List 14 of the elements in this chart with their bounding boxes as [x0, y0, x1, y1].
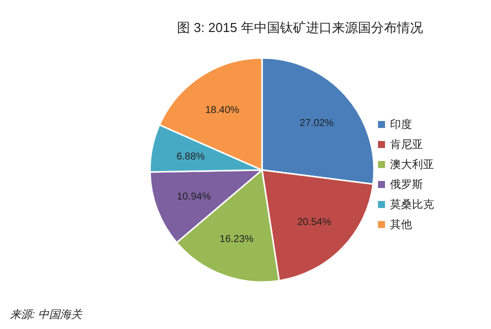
data-label: 20.54%: [297, 216, 332, 228]
legend-label: 肯尼亚: [390, 138, 423, 151]
legend-label: 澳大利亚: [390, 158, 434, 171]
data-label: 6.88%: [176, 152, 205, 163]
data-label: 18.40%: [205, 105, 240, 116]
legend-label: 俄罗斯: [390, 178, 423, 191]
data-label: 27.02%: [300, 118, 334, 129]
legend-label: 其他: [390, 218, 412, 231]
data-label: 16.23%: [220, 234, 254, 246]
data-label: 10.94%: [176, 192, 211, 203]
legend-label: 印度: [390, 118, 412, 131]
legend-label: 莫桑比克: [390, 198, 434, 211]
chart-title: 图 3: 2015 年中国钛矿进口来源国分布情况: [177, 20, 423, 35]
source-note: 来源: 中国海关: [10, 308, 84, 321]
